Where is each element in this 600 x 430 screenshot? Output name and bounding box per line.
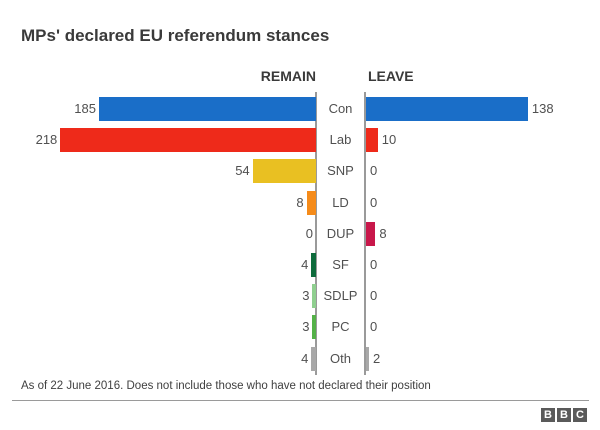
chart-row-ld: 8 LD 0 [0, 190, 600, 215]
remain-value: 8 [296, 194, 304, 210]
chart-row-pc: 3 PC 0 [0, 315, 600, 340]
party-label: Oth [330, 350, 351, 366]
chart-row-con: 185 Con 138 [0, 97, 600, 121]
leave-value: 8 [379, 225, 387, 241]
footer-divider [12, 400, 589, 401]
remain-bar [312, 284, 316, 309]
leave-bar [366, 221, 376, 246]
remain-bar [252, 159, 316, 184]
party-label: Con [328, 101, 353, 116]
remain-value: 0 [305, 225, 313, 241]
chart-row-sf: 4 SF 0 [0, 253, 600, 277]
chart-row-lab: 218 Lab 10 [0, 128, 600, 153]
logo-letter: B [541, 408, 555, 422]
leave-value: 0 [370, 194, 378, 210]
chart-row-snp: 54 SNP 0 [0, 159, 600, 184]
party-label: SNP [327, 163, 354, 179]
leave-bar [366, 128, 378, 153]
remain-value: 3 [302, 288, 310, 304]
remain-bar [306, 190, 316, 215]
logo-letter: B [557, 408, 571, 422]
chart-row-dup: 0 DUP 8 [0, 221, 600, 246]
remain-bar [60, 128, 316, 153]
chart-row-oth: 4 Oth 2 [0, 346, 600, 371]
leave-header: LEAVE [368, 68, 414, 84]
chart-row-sdlp: 3 SDLP 0 [0, 284, 600, 309]
logo-letter: C [573, 408, 587, 422]
remain-header: REMAIN [260, 68, 316, 84]
remain-value: 218 [35, 132, 58, 148]
chart-title: MPs' declared EU referendum stances [21, 26, 330, 45]
remain-value: 185 [74, 101, 96, 116]
leave-value: 0 [370, 163, 378, 179]
party-label: DUP [326, 225, 355, 241]
remain-bar [312, 315, 316, 340]
party-label: LD [332, 194, 349, 210]
remain-bar [98, 97, 316, 121]
remain-value: 54 [235, 163, 250, 179]
leave-value: 138 [531, 101, 554, 116]
remain-value: 4 [301, 350, 309, 366]
remain-value: 3 [302, 319, 310, 335]
leave-bar [366, 97, 528, 121]
leave-axis-line [364, 92, 366, 375]
leave-value: 0 [370, 288, 378, 304]
remain-axis-line [315, 92, 317, 375]
footnote: As of 22 June 2016. Does not include tho… [21, 380, 431, 392]
bbc-logo: B B C [541, 408, 587, 422]
remain-bar [311, 346, 316, 371]
party-label: SDLP [323, 288, 358, 304]
leave-value: 10 [381, 132, 397, 148]
leave-bar [366, 346, 369, 371]
remain-bar [311, 253, 316, 277]
leave-value: 2 [373, 350, 381, 366]
party-label: SF [332, 257, 349, 272]
remain-value: 4 [301, 257, 309, 272]
leave-value: 0 [370, 319, 378, 335]
party-label: PC [331, 319, 350, 335]
party-label: Lab [329, 132, 352, 148]
leave-value: 0 [370, 257, 378, 272]
